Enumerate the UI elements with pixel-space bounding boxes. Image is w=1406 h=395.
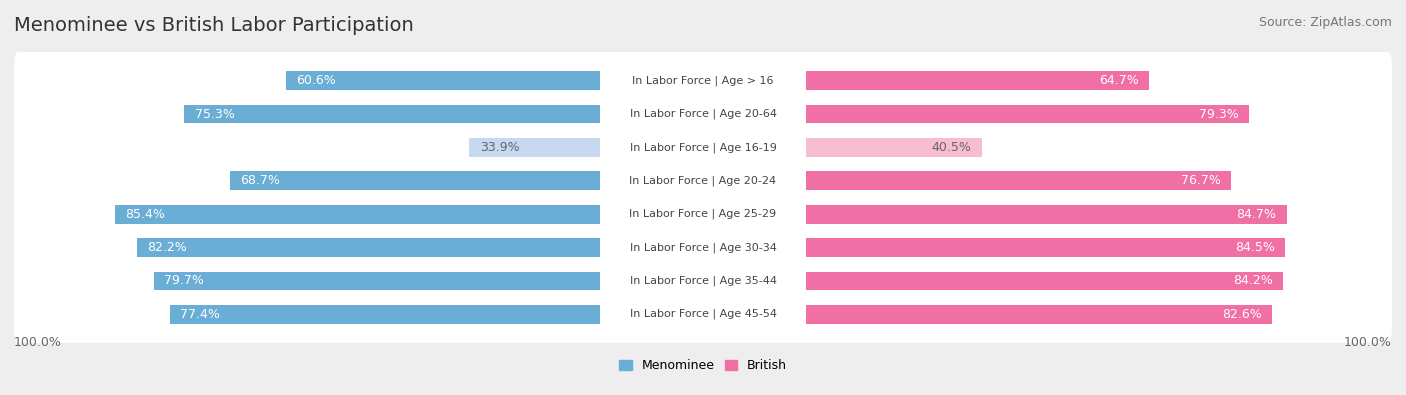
- Bar: [170, 305, 599, 324]
- Bar: [807, 171, 1232, 190]
- FancyBboxPatch shape: [14, 52, 1392, 109]
- Bar: [153, 271, 599, 290]
- Bar: [285, 71, 599, 90]
- FancyBboxPatch shape: [14, 219, 1392, 276]
- Bar: [184, 105, 599, 124]
- Text: In Labor Force | Age 25-29: In Labor Force | Age 25-29: [630, 209, 776, 220]
- Text: 75.3%: 75.3%: [194, 107, 235, 120]
- FancyBboxPatch shape: [14, 119, 1392, 176]
- Text: 68.7%: 68.7%: [240, 174, 280, 187]
- Bar: [807, 271, 1284, 290]
- Text: 84.7%: 84.7%: [1236, 208, 1277, 221]
- Bar: [115, 205, 599, 224]
- Text: In Labor Force | Age 16-19: In Labor Force | Age 16-19: [630, 142, 776, 153]
- FancyBboxPatch shape: [14, 252, 1392, 310]
- FancyBboxPatch shape: [14, 286, 1392, 343]
- Text: 76.7%: 76.7%: [1181, 174, 1220, 187]
- Text: In Labor Force | Age 45-54: In Labor Force | Age 45-54: [630, 309, 776, 320]
- Text: 77.4%: 77.4%: [180, 308, 219, 321]
- Text: 79.3%: 79.3%: [1199, 107, 1239, 120]
- Text: Menominee vs British Labor Participation: Menominee vs British Labor Participation: [14, 16, 413, 35]
- Text: 84.5%: 84.5%: [1234, 241, 1275, 254]
- Text: 100.0%: 100.0%: [1344, 336, 1392, 349]
- Legend: Menominee, British: Menominee, British: [614, 354, 792, 377]
- Bar: [136, 238, 599, 257]
- Text: 84.2%: 84.2%: [1233, 275, 1272, 288]
- Bar: [807, 105, 1250, 124]
- Bar: [807, 305, 1272, 324]
- Bar: [470, 138, 599, 157]
- Bar: [229, 171, 599, 190]
- Text: 40.5%: 40.5%: [932, 141, 972, 154]
- Text: 33.9%: 33.9%: [479, 141, 519, 154]
- Text: In Labor Force | Age > 16: In Labor Force | Age > 16: [633, 75, 773, 86]
- Bar: [807, 138, 981, 157]
- Text: 82.6%: 82.6%: [1222, 308, 1261, 321]
- Text: 60.6%: 60.6%: [295, 74, 336, 87]
- FancyBboxPatch shape: [14, 152, 1392, 209]
- Text: 79.7%: 79.7%: [165, 275, 204, 288]
- Text: 82.2%: 82.2%: [148, 241, 187, 254]
- Text: 85.4%: 85.4%: [125, 208, 165, 221]
- Text: In Labor Force | Age 20-64: In Labor Force | Age 20-64: [630, 109, 776, 119]
- Text: In Labor Force | Age 35-44: In Labor Force | Age 35-44: [630, 276, 776, 286]
- Bar: [807, 205, 1286, 224]
- FancyBboxPatch shape: [14, 85, 1392, 143]
- Bar: [807, 238, 1285, 257]
- Text: 64.7%: 64.7%: [1098, 74, 1139, 87]
- Text: 100.0%: 100.0%: [14, 336, 62, 349]
- FancyBboxPatch shape: [14, 186, 1392, 243]
- Bar: [807, 71, 1149, 90]
- Text: In Labor Force | Age 20-24: In Labor Force | Age 20-24: [630, 175, 776, 186]
- Text: In Labor Force | Age 30-34: In Labor Force | Age 30-34: [630, 242, 776, 253]
- Text: Source: ZipAtlas.com: Source: ZipAtlas.com: [1258, 16, 1392, 29]
